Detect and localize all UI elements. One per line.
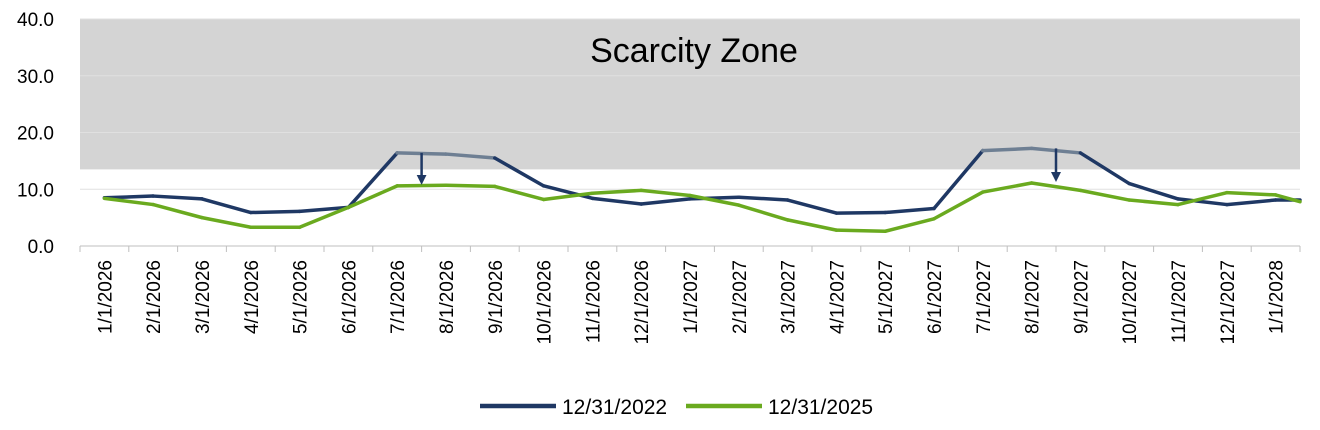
series-segment — [297, 205, 351, 230]
series-segment — [200, 197, 253, 215]
scarcity-zone — [80, 19, 1300, 170]
series-segment — [151, 194, 204, 201]
annotation-layer — [416, 148, 1061, 185]
series-segment — [346, 151, 399, 210]
series-segment — [883, 217, 936, 233]
series-12-31-2022 — [102, 146, 1302, 215]
y-tick-label: 30.0 — [17, 67, 54, 88]
x-tick-label: 8/1/2026 — [437, 260, 458, 334]
series-segment — [1176, 190, 1229, 207]
x-tick-label: 10/1/2026 — [535, 260, 556, 345]
x-tick-label: 2/1/2026 — [144, 260, 165, 334]
y-tick-label: 20.0 — [17, 124, 54, 145]
x-tick-label: 6/1/2027 — [925, 260, 946, 334]
series-segment — [444, 183, 497, 189]
series-segment — [1127, 181, 1180, 201]
x-tick-label: 12/1/2026 — [632, 260, 653, 345]
x-tick-label: 1/1/2028 — [1267, 260, 1288, 334]
x-tick-label: 11/1/2027 — [1169, 260, 1190, 343]
series-segment — [590, 196, 643, 206]
y-tick-label: 40.0 — [17, 10, 54, 31]
series-segment — [590, 188, 643, 195]
series-segment — [493, 184, 546, 202]
series-segment — [981, 181, 1034, 194]
series-segment — [883, 206, 936, 215]
series-segment — [541, 191, 595, 202]
x-tick-label: 3/1/2027 — [779, 260, 800, 334]
legend: 12/31/2022 12/31/2025 — [480, 396, 873, 419]
series-segment — [1029, 181, 1083, 193]
series-segment — [1176, 197, 1229, 207]
series-segment — [785, 198, 839, 215]
series-12-31-2025 — [102, 181, 1302, 233]
series-segment — [1225, 190, 1278, 197]
x-tick-label: 6/1/2026 — [339, 260, 360, 334]
series-segment — [200, 215, 253, 230]
x-axis-ticks: 1/1/2026 2/1/2026 3/1/2026 4/1/2026 5/1/2026… — [79, 246, 1301, 345]
x-tick-label: 4/1/2027 — [827, 260, 848, 334]
series-segment — [297, 205, 351, 214]
series-layer — [102, 146, 1302, 233]
series-segment — [151, 202, 204, 220]
legend-label-12-31-2022: 12/31/2022 — [562, 396, 667, 419]
series-segment — [932, 148, 985, 211]
series-segment — [834, 210, 887, 215]
scarcity-zone-label: Scarcity Zone — [590, 32, 798, 70]
x-tick-label: 10/1/2027 — [1120, 260, 1141, 345]
series-segment — [1225, 198, 1278, 207]
series-segment — [785, 218, 839, 232]
x-tick-label: 4/1/2026 — [242, 260, 263, 334]
series-segment — [639, 188, 692, 198]
x-tick-label: 9/1/2026 — [486, 260, 507, 334]
x-tick-label: 2/1/2027 — [730, 260, 751, 334]
x-tick-label: 1/1/2027 — [681, 260, 702, 334]
series-segment — [1127, 198, 1180, 207]
series-segment — [1078, 188, 1131, 202]
series-segment — [1273, 193, 1302, 204]
series-segment — [834, 228, 887, 233]
series-segment — [541, 184, 595, 201]
series-segment — [493, 156, 546, 188]
series-segment — [932, 190, 985, 221]
legend-label-12-31-2025: 12/31/2025 — [768, 396, 873, 419]
series-segment — [1078, 151, 1131, 186]
y-tick-label: 0.0 — [28, 237, 54, 258]
y-axis-ticks: 0.0 10.0 20.0 30.0 40.0 — [17, 10, 54, 258]
series-segment — [639, 197, 692, 206]
series-segment — [737, 195, 790, 202]
x-tick-label: 9/1/2027 — [1071, 260, 1092, 334]
series-segment — [249, 209, 302, 215]
x-tick-label: 5/1/2026 — [291, 260, 312, 334]
series-segment — [444, 152, 497, 160]
series-segment — [395, 183, 448, 188]
series-segment — [102, 196, 155, 207]
series-segment — [981, 146, 1034, 153]
x-tick-label: 11/1/2026 — [583, 260, 604, 343]
x-tick-label: 3/1/2026 — [193, 260, 214, 334]
x-tick-label: 12/1/2027 — [1218, 260, 1239, 345]
series-segment — [102, 194, 155, 200]
x-tick-label: 8/1/2027 — [1023, 260, 1044, 334]
series-segment — [346, 184, 399, 210]
x-tick-label: 1/1/2026 — [95, 260, 116, 334]
series-segment — [688, 193, 741, 207]
x-tick-label: 7/1/2026 — [388, 260, 409, 334]
y-tick-label: 10.0 — [17, 180, 54, 201]
x-tick-label: 5/1/2027 — [876, 260, 897, 334]
x-tick-label: 7/1/2027 — [974, 260, 995, 334]
series-segment — [737, 203, 790, 222]
